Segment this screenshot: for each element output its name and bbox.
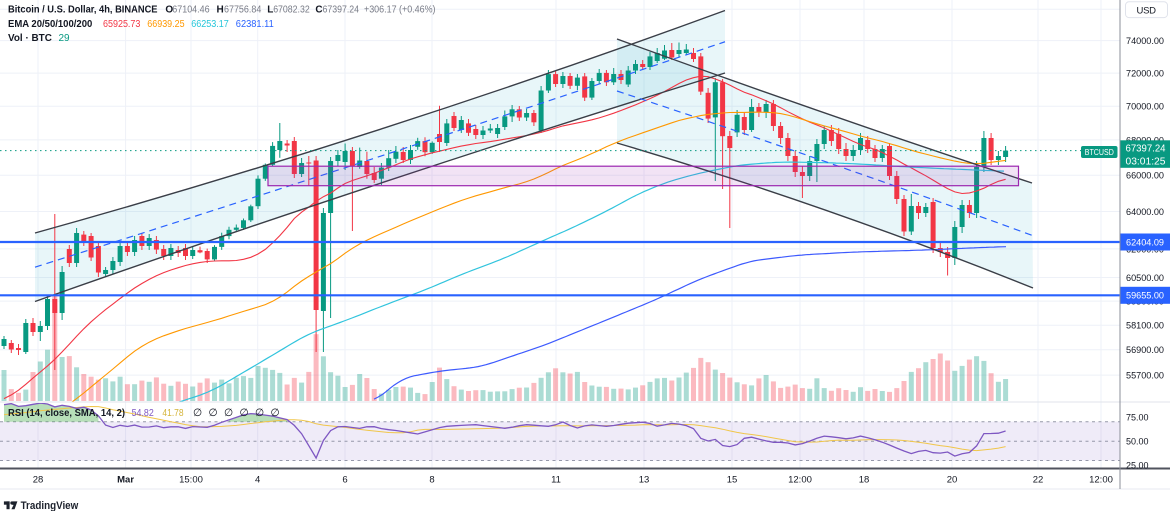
svg-text:72000.00: 72000.00: [1126, 69, 1164, 80]
svg-text:EMA 20/50/100/200: EMA 20/50/100/200: [8, 19, 93, 30]
svg-text:56900.00: 56900.00: [1126, 345, 1164, 356]
svg-text:H: H: [217, 5, 224, 16]
svg-text:67756.84: 67756.84: [224, 5, 262, 16]
svg-text:66000.00: 66000.00: [1126, 171, 1164, 182]
svg-text:67397.24: 67397.24: [323, 5, 360, 16]
svg-text:65925.73: 65925.73: [103, 19, 141, 30]
svg-text:03:01:25: 03:01:25: [1126, 157, 1166, 168]
svg-text:70000.00: 70000.00: [1126, 102, 1164, 113]
svg-text:15:00: 15:00: [179, 475, 203, 486]
svg-text:USD: USD: [1137, 5, 1157, 16]
svg-text:66939.25: 66939.25: [147, 19, 185, 30]
svg-text:54.82: 54.82: [132, 408, 155, 419]
svg-text:BTCUSD: BTCUSD: [1085, 148, 1114, 157]
svg-text:67104.46: 67104.46: [172, 5, 210, 16]
svg-text:13: 13: [639, 475, 650, 486]
svg-text:67397.24: 67397.24: [1126, 144, 1166, 155]
svg-text:∅: ∅: [255, 407, 264, 419]
svg-text:Bitcoin / U.S. Dollar, 4h, BIN: Bitcoin / U.S. Dollar, 4h, BINANCE: [8, 5, 158, 16]
svg-text:28: 28: [33, 475, 44, 486]
svg-text:+306.17 (+0.46%): +306.17 (+0.46%): [364, 5, 436, 16]
svg-text:4: 4: [255, 475, 260, 486]
svg-text:8: 8: [429, 475, 434, 486]
svg-text:22: 22: [1033, 475, 1044, 486]
svg-text:11: 11: [551, 475, 561, 486]
svg-text:55700.00: 55700.00: [1126, 371, 1164, 382]
svg-text:74000.00: 74000.00: [1126, 36, 1164, 47]
svg-text:Vol · BTC: Vol · BTC: [8, 33, 52, 44]
svg-text:29: 29: [59, 33, 71, 44]
svg-text:41.78: 41.78: [162, 408, 184, 419]
svg-text:6: 6: [342, 475, 347, 486]
svg-text:18: 18: [859, 475, 870, 486]
svg-text:62404.09: 62404.09: [1126, 237, 1164, 248]
svg-text:∅: ∅: [240, 407, 249, 419]
svg-text:67082.32: 67082.32: [273, 5, 310, 16]
svg-text:50.00: 50.00: [1126, 436, 1149, 447]
svg-text:60500.00: 60500.00: [1126, 273, 1164, 284]
svg-text:64000.00: 64000.00: [1126, 207, 1164, 218]
svg-text:59655.00: 59655.00: [1126, 291, 1164, 302]
svg-text:∅: ∅: [224, 407, 233, 419]
svg-text:TradingView: TradingView: [21, 500, 79, 511]
svg-text:20: 20: [947, 475, 958, 486]
svg-text:∅: ∅: [271, 407, 280, 419]
svg-text:∅: ∅: [193, 407, 202, 419]
svg-text:RSI (14, close, SMA, 14, 2): RSI (14, close, SMA, 14, 2): [8, 408, 125, 419]
svg-text:62381.11: 62381.11: [236, 19, 274, 30]
svg-text:∅: ∅: [209, 407, 218, 419]
svg-text:12:00: 12:00: [1089, 475, 1113, 486]
svg-text:25.00: 25.00: [1126, 461, 1149, 472]
svg-text:15: 15: [727, 475, 738, 486]
svg-text:58100.00: 58100.00: [1126, 321, 1164, 332]
svg-text:66253.17: 66253.17: [191, 19, 229, 30]
svg-text:12:00: 12:00: [788, 475, 812, 486]
svg-text:75.00: 75.00: [1126, 412, 1149, 423]
svg-text:Mar: Mar: [117, 475, 134, 486]
